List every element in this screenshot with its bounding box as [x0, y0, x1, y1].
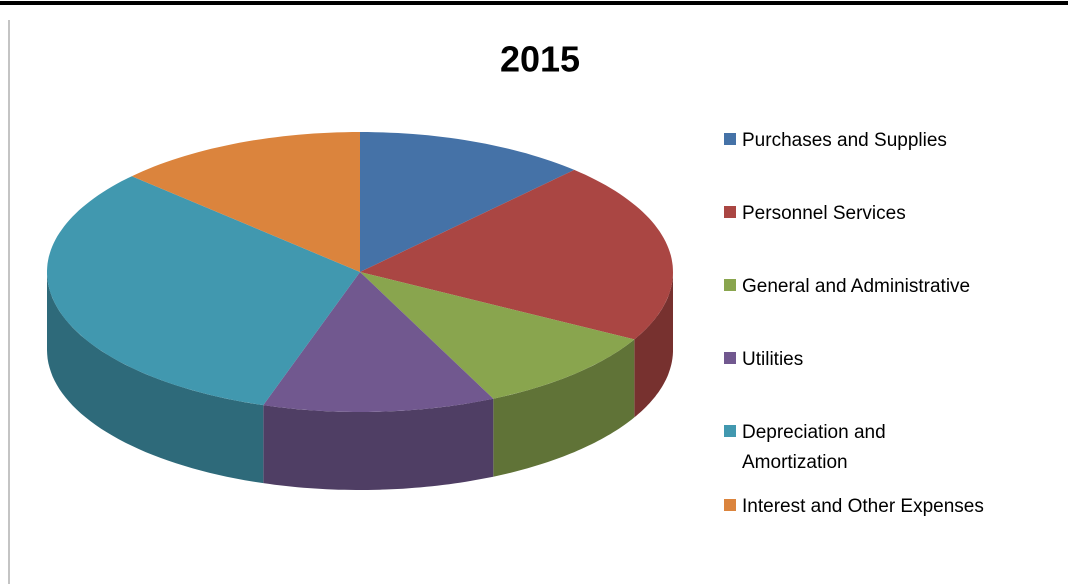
slice [360, 132, 575, 272]
legend-swatch [724, 133, 736, 145]
slice [263, 272, 494, 412]
slice [47, 176, 360, 406]
legend-label: General and Administrative [742, 276, 971, 297]
slice-side [47, 272, 264, 484]
chart-title: 2015 [500, 39, 580, 80]
slice [360, 169, 673, 340]
legend-swatch [724, 279, 736, 291]
legend-label: Depreciation and Amortization [742, 422, 886, 473]
legend-label: Purchases and Supplies [742, 130, 947, 151]
slice [131, 132, 360, 272]
legend-swatch [724, 499, 736, 511]
legend-label: Utilities [742, 349, 804, 370]
slice-side [493, 339, 635, 477]
legend-swatch [724, 425, 736, 437]
slice-side [634, 272, 673, 418]
legend-label: Interest and Other Expenses [742, 496, 984, 517]
legend-swatch [724, 352, 736, 364]
legend-swatch [724, 206, 736, 218]
slice-side [263, 398, 494, 490]
legend-label: Personnel Services [742, 203, 906, 224]
slice [360, 272, 635, 399]
